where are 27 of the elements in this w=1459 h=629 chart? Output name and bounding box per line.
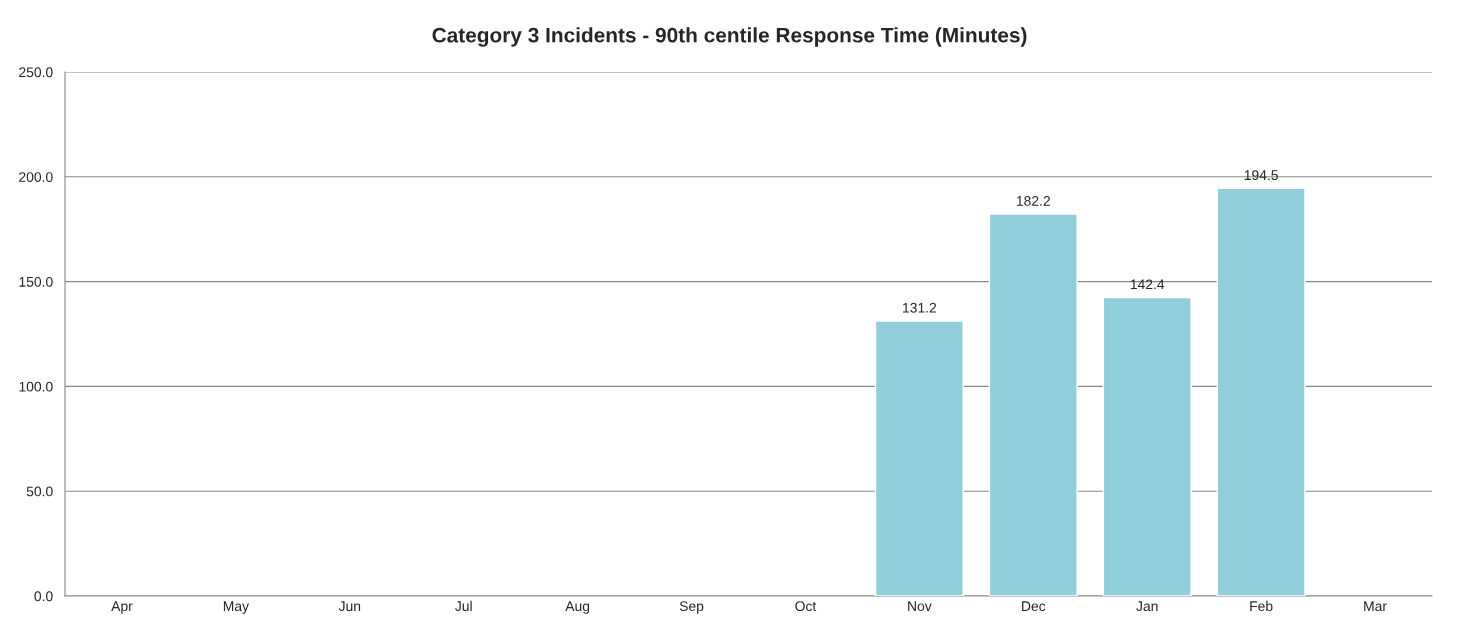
y-tick-label: 200.0 xyxy=(19,172,53,182)
data-label: 182.2 xyxy=(1016,195,1050,206)
x-tick-label: Jul xyxy=(455,600,472,612)
x-tick-label: May xyxy=(223,601,249,614)
x-tick-label: Jan xyxy=(1136,601,1158,612)
bar xyxy=(988,213,1078,596)
y-tick-label: 150.0 xyxy=(19,276,53,287)
x-tick-label: Mar xyxy=(1364,601,1387,612)
data-label: 131.2 xyxy=(903,302,937,313)
x-tick-label: Jun xyxy=(338,601,361,612)
x-tick-label: Dec xyxy=(1022,601,1046,612)
data-label: 194.5 xyxy=(1244,170,1278,181)
x-tick-label: Aug xyxy=(565,601,590,614)
bar xyxy=(1102,296,1192,596)
y-tick-label: 100.0 xyxy=(19,381,53,392)
x-tick-label: Feb xyxy=(1250,600,1273,612)
bar xyxy=(1216,187,1306,596)
x-tick-label: Oct xyxy=(795,601,817,612)
x-tick-label: Sep xyxy=(679,601,704,614)
x-tick-label: Apr xyxy=(111,601,133,614)
y-tick-label: 250.0 xyxy=(19,67,53,78)
chart-title: Category 3 Incidents - 90th centile Response Time (Minutes) xyxy=(432,27,1027,47)
y-tick-label: 0.0 xyxy=(34,591,53,602)
x-tick-label: Nov xyxy=(908,601,932,612)
bar xyxy=(874,320,964,596)
y-tick-label: 50.0 xyxy=(26,486,53,497)
data-label: 142.4 xyxy=(1130,279,1165,290)
